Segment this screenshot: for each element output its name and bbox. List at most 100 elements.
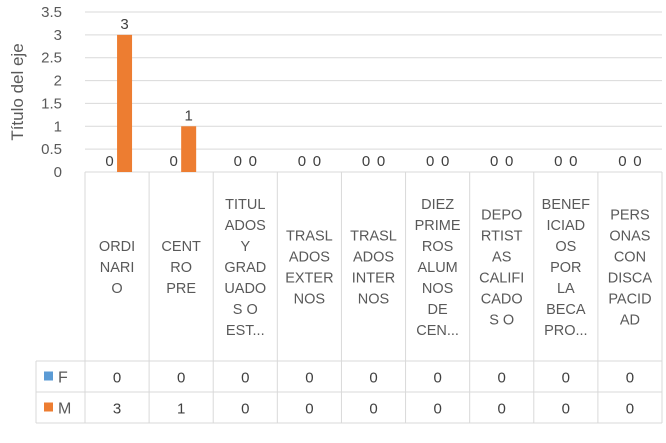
category-label-line: PRO... <box>544 323 588 339</box>
y-tick-label: 1.5 <box>41 95 62 112</box>
category-label-line: CADO <box>481 292 523 308</box>
category-label-line: EST... <box>226 323 265 339</box>
category-label-line: PERS <box>610 208 650 224</box>
data-label-f: 0 <box>554 153 562 170</box>
data-label-m: 0 <box>249 153 257 170</box>
data-label-m: 0 <box>505 153 513 170</box>
category-label-line: BECA <box>546 302 586 318</box>
category-label-line: ROS <box>422 239 453 255</box>
category-label-line: RTIST <box>481 229 523 245</box>
table-cell-m: 0 <box>433 401 441 418</box>
category-label-line: DIEZ <box>421 197 454 213</box>
data-label-f: 0 <box>490 153 498 170</box>
category-label-line: RO <box>170 260 192 276</box>
table-cell-m: 0 <box>498 401 506 418</box>
category-label-line: S O <box>489 313 514 329</box>
table-cell-m: 3 <box>113 401 121 418</box>
category-label-line: ADOS <box>289 250 330 266</box>
table-cell-m: 0 <box>562 401 570 418</box>
category-label-line: UADO <box>224 281 266 297</box>
table-cell-m: 0 <box>241 401 249 418</box>
legend-label-m: M <box>58 401 71 418</box>
category-label-line: EXTER <box>285 271 333 287</box>
data-label-f: 0 <box>362 153 370 170</box>
data-label-m: 1 <box>184 107 192 124</box>
category-label-line: NOS <box>358 292 389 308</box>
table-cell-m: 1 <box>177 401 185 418</box>
bar-m <box>117 34 133 172</box>
category-label-line: TRASL <box>286 229 333 245</box>
table-cell-f: 0 <box>113 370 121 387</box>
category-label-line: CEN... <box>416 323 459 339</box>
legend-swatch-f <box>44 371 53 381</box>
y-tick-label: 3 <box>54 27 62 44</box>
category-label-line: DEPO <box>481 208 522 224</box>
category-label-line: LA <box>557 281 575 297</box>
data-label-f: 0 <box>234 153 242 170</box>
data-label-f: 0 <box>618 153 626 170</box>
category-label-line: CON <box>614 250 646 266</box>
data-label-m: 0 <box>313 153 321 170</box>
y-tick-label: 0 <box>54 164 62 181</box>
category-label-line: ICIAD <box>546 218 585 234</box>
data-label-m: 3 <box>120 16 128 33</box>
category-label-line: DE <box>428 302 448 318</box>
category-label-line: AS <box>492 250 511 266</box>
table-cell-f: 0 <box>498 370 506 387</box>
table-cell-f: 0 <box>177 370 185 387</box>
table-cell-f: 0 <box>241 370 249 387</box>
category-label-line: POR <box>550 260 581 276</box>
legend-label-f: F <box>58 370 68 387</box>
table-cell-f: 0 <box>369 370 377 387</box>
category-label-line: ADOS <box>225 218 266 234</box>
y-tick-label: 0.5 <box>41 141 62 158</box>
category-label-line: CENT <box>161 239 201 255</box>
category-label-line: GRAD <box>224 260 266 276</box>
y-tick-label: 2.5 <box>41 50 62 67</box>
category-label-line: OS <box>555 239 576 255</box>
category-label-line: S O <box>233 302 258 318</box>
y-tick-label: 2 <box>54 73 62 90</box>
legend-swatch-m <box>44 402 53 412</box>
category-label-line: TITUL <box>225 197 265 213</box>
data-label-f: 0 <box>105 153 113 170</box>
category-label-line: NOS <box>294 292 325 308</box>
category-label-line: PACID <box>608 292 651 308</box>
category-label-line: NOS <box>422 281 453 297</box>
data-label-f: 0 <box>169 153 177 170</box>
category-label-line: ORDI <box>99 239 135 255</box>
category-label-line: TRASL <box>350 229 397 245</box>
category-label-line: O <box>111 281 122 297</box>
table-cell-f: 0 <box>433 370 441 387</box>
data-label-f: 0 <box>426 153 434 170</box>
table-cell-f: 0 <box>305 370 313 387</box>
table-cell-m: 0 <box>626 401 634 418</box>
category-label-line: DISCA <box>608 271 653 287</box>
category-label-line: Y <box>240 239 250 255</box>
category-label-line: ONAS <box>609 229 650 245</box>
category-label-line: PRE <box>166 281 196 297</box>
y-tick-label: 1 <box>54 118 62 135</box>
table-cell-m: 0 <box>305 401 313 418</box>
table-cell-f: 0 <box>626 370 634 387</box>
data-label-m: 0 <box>633 153 641 170</box>
data-label-f: 0 <box>298 153 306 170</box>
bar-m <box>181 126 197 172</box>
data-label-m: 0 <box>569 153 577 170</box>
category-label-line: ALUM <box>417 260 457 276</box>
category-label-line: AD <box>620 313 640 329</box>
y-tick-label: 3.5 <box>41 4 62 21</box>
data-label-m: 0 <box>441 153 449 170</box>
category-label-line: PRIME <box>415 218 461 234</box>
table-cell-m: 0 <box>369 401 377 418</box>
category-label-line: NARI <box>100 260 135 276</box>
category-label-line: ADOS <box>353 250 394 266</box>
category-label-line: INTER <box>352 271 396 287</box>
data-label-m: 0 <box>377 153 385 170</box>
y-axis-title: Título del eje <box>8 43 27 140</box>
category-label-line: BENEF <box>542 197 590 213</box>
table-cell-f: 0 <box>562 370 570 387</box>
category-label-line: CALIFI <box>479 271 524 287</box>
